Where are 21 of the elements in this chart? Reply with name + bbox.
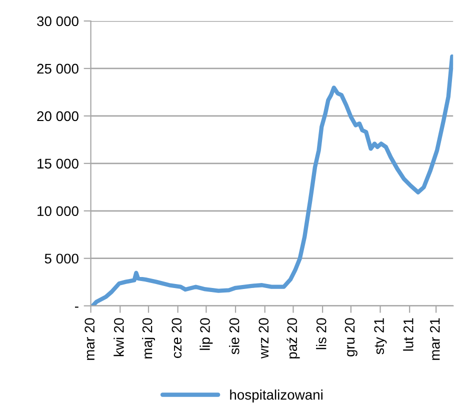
x-tick-label: lip 20 [200, 318, 213, 350]
x-tick-label: lis 20 [316, 318, 326, 350]
x-tick-label: lut 21 [403, 318, 414, 351]
x-tick-label: maj 20 [142, 318, 155, 358]
legend-label: hospitalizowani [230, 390, 322, 402]
y-tick-label: 5 000 [44, 254, 78, 264]
y-tick-label: - [74, 306, 78, 308]
x-tick-label: sie 20 [229, 318, 240, 354]
x-tick-label: mar 21 [430, 318, 440, 360]
x-tick-label: cze 20 [172, 318, 182, 358]
y-tick-label: 25 000 [37, 64, 78, 74]
x-tick-label: sty 21 [374, 318, 387, 354]
x-tick-label: gru 20 [344, 318, 358, 356]
y-tick-label: 30 000 [37, 16, 78, 26]
x-tick-label: paź 20 [286, 318, 300, 358]
x-tick-label: wrz 20 [258, 318, 269, 359]
y-tick-label: 15 000 [38, 158, 78, 169]
y-tick-label: 10 000 [38, 206, 78, 216]
x-tick-label: mar 20 [84, 318, 95, 360]
y-tick-label: 20 000 [37, 111, 78, 122]
x-tick-label: kwi 20 [114, 318, 124, 356]
